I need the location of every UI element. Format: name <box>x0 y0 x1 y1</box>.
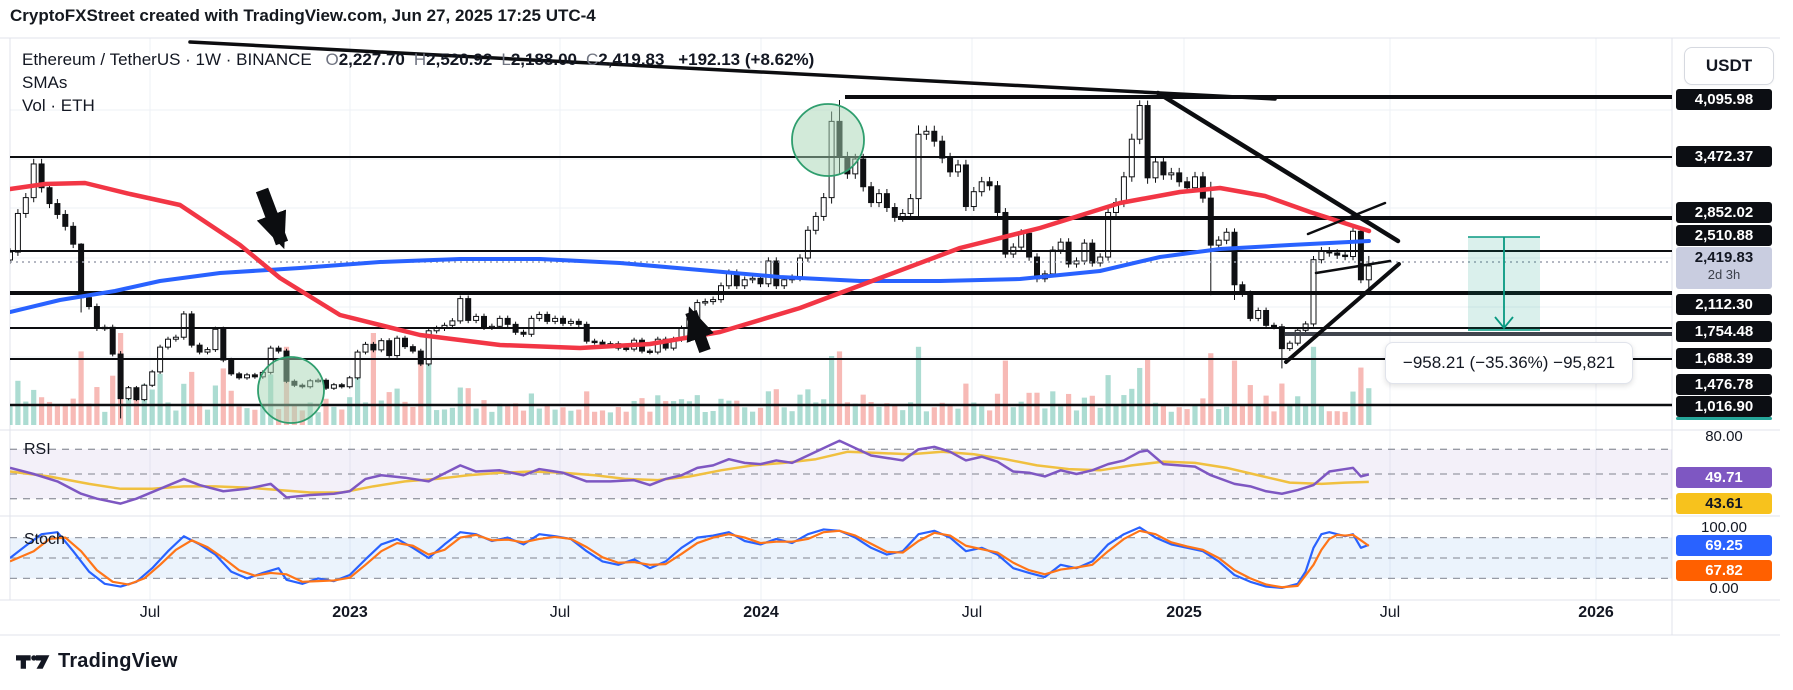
price-axis-label: 2,510.88 <box>1676 225 1772 246</box>
price-axis-label: 2,852.02 <box>1676 202 1772 223</box>
volume-label[interactable]: Vol · ETH <box>22 96 95 115</box>
price-axis-label: 1,476.78 <box>1676 374 1772 395</box>
trendlines <box>188 40 1401 364</box>
currency-toggle-button[interactable]: USDT <box>1684 47 1774 85</box>
ohlc-values: O2,227.70 H2,520.92 L2,188.00 C2,419.83 <box>316 50 664 69</box>
stoch-pane <box>10 526 1672 590</box>
ohlc-key: C <box>586 50 599 69</box>
price-axis-label: 43.61 <box>1676 493 1772 514</box>
rsi-line <box>10 439 1370 505</box>
price-axis-label: 0.00 <box>1709 580 1739 597</box>
stoch-d-line <box>10 529 1370 589</box>
ohlc-key: L <box>501 50 511 69</box>
price-axis-label: 67.82 <box>1676 560 1772 581</box>
chart-legend: Ethereum / TetherUS · 1W · BINANCE O2,22… <box>22 50 814 119</box>
price-axis-label: 2,112.30 <box>1676 294 1772 315</box>
rsi-pane <box>10 439 1672 505</box>
ohlc-value: 2,188.00 <box>510 50 577 69</box>
time-axis-label: 2025 <box>1166 604 1202 621</box>
price-axis-label: 49.71 <box>1676 467 1772 488</box>
price-axis-label: 80.00 <box>1705 428 1743 445</box>
price-axis-label: 1,016.90 <box>1676 396 1772 420</box>
time-axis-label: 2026 <box>1578 604 1614 621</box>
change-value: +192.13 (+8.62%) <box>678 50 815 69</box>
time-axis-label: Jul <box>961 604 983 621</box>
price-axis-label: 1,754.48 <box>1676 321 1772 342</box>
stoch-k-line <box>10 526 1370 590</box>
tradingview-logo-text: TradingView <box>58 650 178 672</box>
ohlc-key: O <box>325 50 339 69</box>
time-axis-label: 2023 <box>332 604 368 621</box>
attribution-text: CryptoFXStreet created with TradingView.… <box>10 6 596 25</box>
tradingview-logo-icon <box>16 654 50 669</box>
current-price: 2,419.83 <box>1694 249 1754 266</box>
ohlc-value: 2,419.83 <box>598 50 665 69</box>
rsi-pane-title[interactable]: RSI <box>24 441 51 458</box>
price-axis-label: 100.00 <box>1701 519 1747 536</box>
smas-label[interactable]: SMAs <box>22 73 68 92</box>
time-axis-label: 2024 <box>743 604 779 621</box>
smas-legend-row[interactable]: SMAs <box>22 73 814 96</box>
price-axis-label: 1,688.39 <box>1676 348 1772 369</box>
symbol-title[interactable]: Ethereum / TetherUS · 1W · BINANCE <box>22 50 312 69</box>
tradingview-logo[interactable]: TradingView <box>16 650 178 673</box>
sma-fast-line <box>10 180 1372 351</box>
annotation-arrow-2 <box>685 306 714 354</box>
price-axis-label: 3,472.37 <box>1676 146 1772 167</box>
stoch-pane-title[interactable]: Stoch <box>24 531 65 548</box>
candlesticks <box>10 100 1372 419</box>
time-axis-label: Jul <box>1379 604 1401 621</box>
volume-legend-row[interactable]: Vol · ETH <box>22 96 814 119</box>
ohlc-value: 2,520.92 <box>426 50 493 69</box>
bar-countdown: 2d 3h <box>1707 267 1741 282</box>
time-axis-label: Jul <box>139 604 161 621</box>
ohlc-value: 2,227.70 <box>338 50 405 69</box>
volume-bars <box>10 333 1372 425</box>
price-axis-label: 4,095.98 <box>1676 89 1772 110</box>
ohlc-key: H <box>413 50 427 69</box>
price-axis-label: 69.25 <box>1676 535 1772 556</box>
volume-axis-marker <box>1676 417 1772 420</box>
annotation-arrow-1 <box>255 187 289 250</box>
sma-slow-line <box>10 239 1371 314</box>
measure-tooltip: −958.21 (−35.36%) −95,821 <box>1385 342 1633 384</box>
time-axis-label: Jul <box>549 604 571 621</box>
price-range-measure-box <box>1468 236 1540 331</box>
highlight-circle-1 <box>791 103 865 177</box>
price-axis-label: 2,419.83 2d 3h <box>1676 247 1772 289</box>
highlight-circle-2 <box>257 356 325 424</box>
symbol-ohlc-row[interactable]: Ethereum / TetherUS · 1W · BINANCE O2,22… <box>22 50 814 73</box>
